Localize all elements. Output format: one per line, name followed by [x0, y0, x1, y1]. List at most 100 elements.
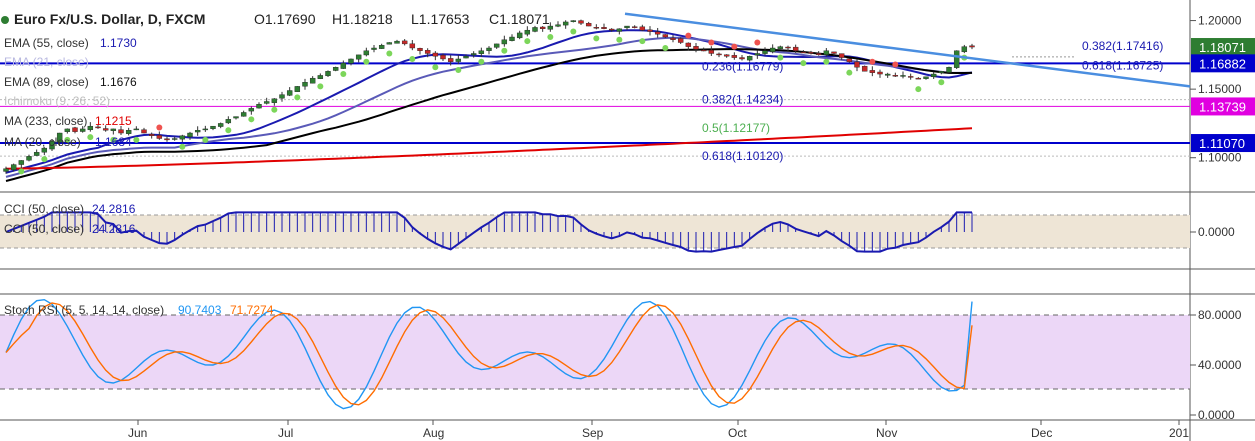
- status-dot-icon: [1, 16, 9, 24]
- legend-ma233[interactable]: MA (233, close): [4, 114, 87, 128]
- candle-body: [286, 90, 293, 96]
- candle-body: [624, 25, 630, 29]
- candle-body: [424, 50, 431, 54]
- candle-body: [946, 66, 952, 73]
- legend-ema89[interactable]: EMA (89, close): [4, 75, 89, 89]
- candle-body: [87, 125, 94, 131]
- psar-dot: [179, 143, 186, 150]
- candle-body: [892, 75, 899, 77]
- psar-dot: [547, 34, 554, 41]
- candle-body: [447, 58, 454, 62]
- candle-body: [516, 32, 523, 39]
- candle-body: [670, 37, 676, 40]
- candle-body: [639, 26, 646, 31]
- symbol-title: Euro Fx/U.S. Dollar, D, FXCM: [14, 11, 205, 27]
- candle-body: [616, 28, 623, 32]
- psar-dot: [685, 32, 692, 39]
- ohlc-open: O1.17690: [254, 11, 316, 27]
- cci-legend-2[interactable]: CCI (50, close): [4, 222, 84, 236]
- candle-body: [800, 51, 807, 54]
- candle-body: [118, 129, 124, 134]
- legend-list: EMA (55, close) 1.1730 EMA (21, close) E…: [4, 36, 274, 317]
- fib-label: 0.236(1.16779): [702, 60, 783, 74]
- candle-body: [309, 77, 316, 84]
- candle-body: [225, 119, 232, 124]
- candle-body: [877, 71, 883, 75]
- candle-body: [325, 71, 331, 77]
- candle-body: [79, 128, 86, 132]
- candle-body: [179, 135, 186, 140]
- candle-body: [769, 47, 776, 53]
- candle-body: [440, 54, 446, 60]
- candle-body: [838, 53, 845, 58]
- stoch-legend[interactable]: Stoch RSI (5, 5, 14, 14, close): [4, 303, 164, 317]
- candle-body: [363, 50, 370, 56]
- cci-legend-1[interactable]: CCI (50, close): [4, 202, 84, 216]
- psar-dot: [616, 36, 623, 43]
- candle-body: [3, 168, 9, 172]
- psar-dot: [110, 136, 117, 143]
- candle-body: [72, 127, 78, 132]
- fib-labels: 0.382(1.17416) 0.618(1.16725) 0.236(1.1677…: [702, 39, 1163, 163]
- candle-body: [294, 86, 301, 92]
- candle-body: [332, 66, 339, 71]
- price-tag-label: 1.13739: [1199, 99, 1246, 114]
- fib-label: 0.5(1.12177): [702, 121, 770, 135]
- time-tick-label: Jun: [128, 426, 147, 440]
- candle-body: [56, 132, 63, 143]
- psar-dot: [593, 35, 600, 42]
- legend-ema55[interactable]: EMA (55, close): [4, 36, 89, 50]
- price-axis-area: [1190, 0, 1255, 441]
- candle-body: [463, 56, 469, 59]
- psar-dot: [708, 39, 715, 46]
- legend-ichimoku[interactable]: Ichimoku (9, 26, 52): [4, 94, 110, 108]
- psar-dot: [432, 64, 439, 71]
- stoch-k-line: [5, 298, 973, 410]
- candle-body: [785, 46, 791, 49]
- candle-body: [248, 108, 255, 112]
- psar-dot: [294, 94, 301, 101]
- price-tick-label: 1.10000: [1198, 151, 1242, 165]
- cci-series: [5, 211, 973, 253]
- candle-body: [156, 135, 163, 139]
- price-tag-box: [1191, 134, 1255, 153]
- time-tick-label: 201: [1169, 426, 1189, 440]
- psar-dot: [317, 83, 324, 90]
- candle-body: [125, 130, 132, 134]
- psar-dot: [731, 43, 738, 50]
- psar-dot: [133, 136, 140, 143]
- psar-dot: [248, 116, 255, 123]
- psar-dot: [87, 134, 94, 141]
- legend-ema21[interactable]: EMA (21, close): [4, 55, 89, 69]
- price-tag-box: [1191, 38, 1255, 57]
- legend-ma20[interactable]: MA (20, close): [4, 135, 81, 149]
- ma-red-line: [5, 127, 973, 170]
- candle-body: [716, 53, 722, 56]
- price-tag-box: [1191, 54, 1255, 73]
- candle-body: [348, 58, 354, 64]
- candle-body: [547, 25, 554, 30]
- price-tag-label: 1.16882: [1199, 56, 1246, 71]
- psar-dot: [777, 54, 784, 61]
- candle-body: [493, 43, 500, 48]
- resistance-trendline[interactable]: [624, 12, 1191, 88]
- fib-label: 0.618(1.16725): [1082, 58, 1163, 72]
- candle-body: [171, 138, 178, 140]
- legend-ema55-value: 1.1730: [100, 36, 137, 50]
- time-ticks: Jun Jul Aug Sep Oct Nov Dec 201: [128, 420, 1189, 440]
- time-tick-label: Jul: [278, 426, 293, 440]
- candle-body: [861, 65, 868, 72]
- fib-label: 0.382(1.14234): [702, 93, 783, 107]
- candle-body: [601, 27, 607, 29]
- candle-body: [233, 116, 239, 119]
- stoch-ticks: 80.0000 40.0000 0.0000: [1190, 308, 1242, 422]
- psar-dot: [386, 50, 393, 57]
- candle-body: [141, 129, 147, 134]
- candle-body: [417, 48, 423, 51]
- candle-body: [279, 94, 285, 99]
- trend-lines[interactable]: [624, 12, 1191, 88]
- candle-body: [355, 54, 362, 60]
- candle-body: [470, 53, 477, 56]
- cci-legend-1-value: 24.2816: [92, 202, 136, 216]
